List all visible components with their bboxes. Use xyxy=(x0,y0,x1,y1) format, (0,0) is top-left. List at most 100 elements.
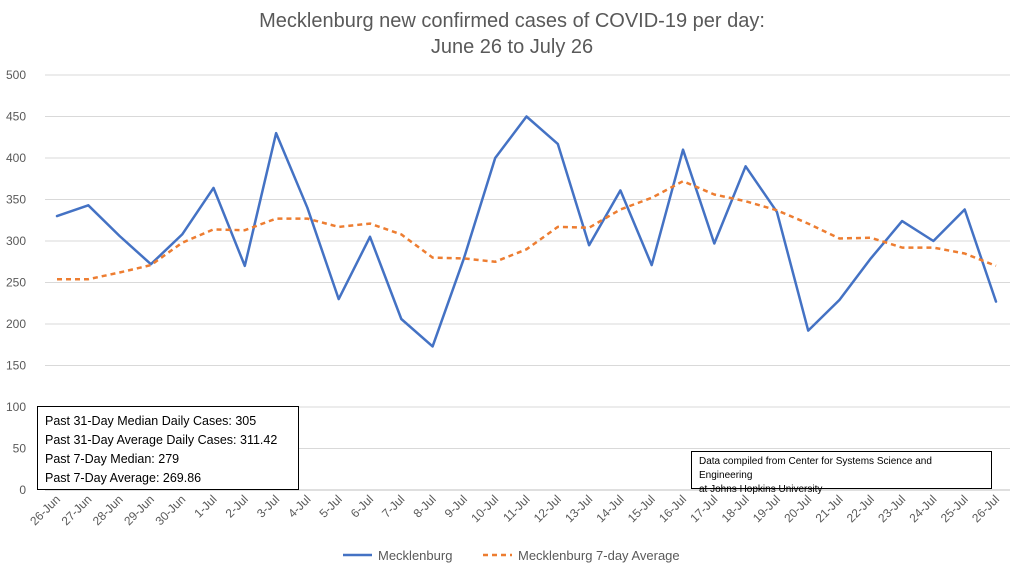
data-point xyxy=(744,165,747,168)
y-tick-label: 450 xyxy=(6,110,26,124)
data-point xyxy=(932,240,935,243)
data-point xyxy=(744,200,747,203)
data-point xyxy=(118,235,121,238)
data-point xyxy=(400,233,403,236)
y-axis-ticks: 0 50 100 150 200 250 300 350 400 450 500 xyxy=(6,68,26,497)
x-tick-label: 8-Jul xyxy=(410,492,438,520)
y-tick-label: 0 xyxy=(19,483,26,497)
x-tick-label: 22-Jul xyxy=(844,492,877,525)
data-point xyxy=(56,215,59,218)
data-point xyxy=(650,196,653,199)
data-point xyxy=(619,208,622,211)
y-tick-label: 300 xyxy=(6,234,26,248)
x-tick-label: 4-Jul xyxy=(285,492,313,520)
data-point xyxy=(995,300,998,303)
x-tick-label: 28-Jun xyxy=(90,492,126,528)
data-point xyxy=(838,237,841,240)
data-point xyxy=(243,229,246,232)
y-tick-label: 200 xyxy=(6,317,26,331)
data-point xyxy=(431,256,434,259)
data-point xyxy=(525,115,528,118)
data-point xyxy=(118,271,121,274)
x-tick-label: 20-Jul xyxy=(781,492,814,525)
x-tick-label: 13-Jul xyxy=(562,492,595,525)
data-point xyxy=(149,264,152,267)
data-point xyxy=(869,257,872,260)
x-tick-label: 17-Jul xyxy=(687,492,720,525)
x-tick-label: 3-Jul xyxy=(254,492,282,520)
summary-stats-box: Past 31-Day Median Daily Cases: 305 Past… xyxy=(37,406,299,490)
x-tick-label: 27-Jun xyxy=(59,492,95,528)
series-line-mecklenburg xyxy=(55,115,998,348)
data-point xyxy=(181,241,184,244)
chart-title-line-1: Mecklenburg new confirmed cases of COVID… xyxy=(259,10,765,32)
stat-31day-average: Past 31-Day Average Daily Cases: 311.42 xyxy=(45,433,278,447)
data-point xyxy=(462,257,465,260)
y-tick-label: 500 xyxy=(6,68,26,82)
x-tick-label: 5-Jul xyxy=(317,492,345,520)
data-point xyxy=(56,278,59,281)
source-line-2: at Johns Hopkins University xyxy=(699,484,823,495)
data-point xyxy=(713,193,716,196)
data-point xyxy=(682,180,685,183)
data-point xyxy=(807,222,810,225)
data-point xyxy=(337,225,340,228)
data-point xyxy=(87,278,90,281)
y-tick-label: 50 xyxy=(13,442,27,456)
data-point xyxy=(337,298,340,301)
x-tick-label: 26-Jun xyxy=(27,492,63,528)
x-tick-label: 23-Jul xyxy=(875,492,908,525)
data-point xyxy=(494,157,497,160)
data-point xyxy=(369,235,372,238)
y-tick-label: 350 xyxy=(6,193,26,207)
data-point xyxy=(212,186,215,189)
data-point xyxy=(525,248,528,251)
data-point xyxy=(995,264,998,267)
data-point xyxy=(901,246,904,249)
data-point xyxy=(713,242,716,245)
legend-label-7day-average: Mecklenburg 7-day Average xyxy=(518,548,680,563)
data-point xyxy=(243,264,246,267)
data-point xyxy=(212,228,215,231)
data-point xyxy=(556,225,559,228)
data-point xyxy=(963,252,966,255)
data-point xyxy=(932,246,935,249)
chart-title-line-2: June 26 to July 26 xyxy=(431,36,593,58)
data-point xyxy=(682,148,685,151)
x-tick-label: 25-Jul xyxy=(938,492,971,525)
x-tick-label: 1-Jul xyxy=(191,492,219,520)
data-point xyxy=(556,142,559,145)
x-tick-label: 14-Jul xyxy=(594,492,627,525)
x-tick-label: 2-Jul xyxy=(223,492,251,520)
data-source-note: Data compiled from Center for Systems Sc… xyxy=(691,451,992,495)
legend: Mecklenburg Mecklenburg 7-day Average xyxy=(343,548,680,563)
y-tick-label: 100 xyxy=(6,400,26,414)
data-point xyxy=(775,209,778,212)
data-point xyxy=(181,233,184,236)
series-line-7day-average xyxy=(57,179,997,281)
x-tick-label: 30-Jun xyxy=(152,492,188,528)
data-point xyxy=(901,220,904,223)
data-point xyxy=(369,222,372,225)
x-tick-label: 12-Jul xyxy=(531,492,564,525)
y-tick-label: 250 xyxy=(6,276,26,290)
data-point xyxy=(275,217,278,220)
data-point xyxy=(494,260,497,263)
data-point xyxy=(275,132,278,135)
x-tick-label: 11-Jul xyxy=(500,492,532,524)
data-point xyxy=(431,345,434,348)
data-point xyxy=(869,236,872,239)
x-tick-label: 26-Jul xyxy=(969,492,1002,525)
data-point xyxy=(619,189,622,192)
x-tick-label: 7-Jul xyxy=(379,492,407,520)
data-point xyxy=(588,226,591,229)
stat-7day-median: Past 7-Day Median: 279 xyxy=(45,452,180,466)
data-point xyxy=(963,208,966,211)
x-tick-label: 29-Jun xyxy=(121,492,157,528)
source-line-1: Data compiled from Center for Systems Sc… xyxy=(699,456,932,481)
x-tick-label: 6-Jul xyxy=(348,492,376,520)
x-tick-label: 21-Jul xyxy=(813,492,846,525)
data-point xyxy=(838,298,841,301)
